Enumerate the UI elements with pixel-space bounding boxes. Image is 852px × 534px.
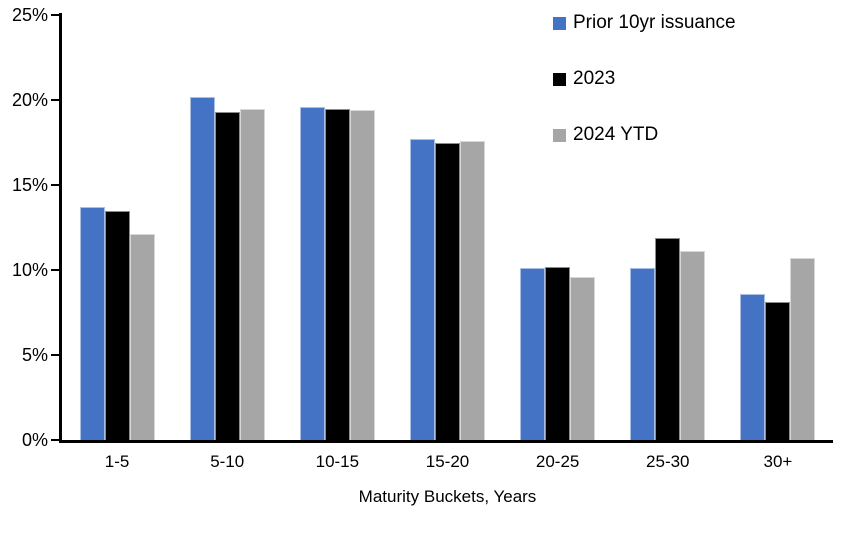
- legend-item: 2023: [553, 66, 736, 92]
- legend-item: Prior 10yr issuance: [553, 10, 736, 36]
- y-axis-tick: [51, 354, 59, 356]
- bar: [104, 210, 130, 440]
- x-axis-label: 15-20: [425, 452, 470, 471]
- bar: [545, 266, 571, 440]
- bar-group-5-10: [172, 15, 282, 440]
- bar-group-25-30: [613, 15, 723, 440]
- bar: [520, 268, 546, 440]
- bar: [189, 96, 215, 440]
- bar: [790, 258, 816, 440]
- y-axis-tick: [51, 269, 59, 271]
- x-axis-label: 10-15: [315, 452, 360, 471]
- y-axis-tick: [51, 184, 59, 186]
- y-axis-tick-label: 5%: [21, 345, 48, 365]
- legend-item: 2024 YTD: [553, 122, 736, 148]
- bar-group-10-15: [282, 15, 392, 440]
- x-axis-label: 1-5: [104, 452, 130, 471]
- x-axis-label: 20-25: [535, 452, 580, 471]
- x-axis-title: Maturity Buckets, Years: [358, 487, 537, 506]
- bar: [570, 276, 596, 440]
- bar: [680, 251, 706, 440]
- legend-swatch-icon: [553, 72, 566, 86]
- x-axis-label: 30+: [763, 452, 793, 471]
- bar: [740, 293, 766, 440]
- bar-group-15-20: [392, 15, 502, 440]
- legend-swatch-icon: [553, 128, 566, 142]
- y-axis-tick-label: 0%: [21, 430, 48, 450]
- y-axis-tick-label: 10%: [11, 260, 48, 280]
- bar: [129, 234, 155, 440]
- bar: [630, 268, 656, 440]
- bar: [765, 302, 791, 440]
- x-axis-label: 5-10: [210, 452, 245, 471]
- legend-label: 2024 YTD: [573, 124, 659, 145]
- bar: [349, 110, 375, 440]
- y-axis-tick: [51, 99, 59, 101]
- bar: [434, 142, 460, 440]
- bar: [239, 108, 265, 440]
- bar: [324, 108, 350, 440]
- bar: [655, 237, 681, 440]
- y-axis-line: [59, 13, 62, 443]
- bar: [409, 139, 435, 440]
- y-axis-tick: [51, 439, 59, 441]
- bar-group-20-25: [503, 15, 613, 440]
- bar: [459, 140, 485, 440]
- plot-area: [62, 15, 833, 440]
- y-axis-tick: [51, 14, 59, 16]
- x-axis-labels: 1-5 5-10 10-15 15-20 20-25 25-30 30+: [62, 452, 833, 472]
- bar-group-30+: [723, 15, 833, 440]
- bar: [79, 207, 105, 440]
- bar: [299, 106, 325, 440]
- legend-swatch-icon: [553, 16, 566, 30]
- x-axis-label: 25-30: [646, 452, 690, 471]
- y-axis-tick-label: 15%: [11, 175, 48, 195]
- x-axis-line: [59, 440, 833, 443]
- bar-group-1-5: [62, 15, 172, 440]
- legend-label: 2023: [573, 68, 616, 89]
- y-axis-tick-label: 25%: [11, 5, 48, 25]
- y-axis-tick-label: 20%: [11, 90, 48, 110]
- legend: Prior 10yr issuance 2023 2024 YTD: [553, 10, 736, 178]
- bar: [214, 111, 240, 440]
- legend-label: Prior 10yr issuance: [573, 12, 736, 33]
